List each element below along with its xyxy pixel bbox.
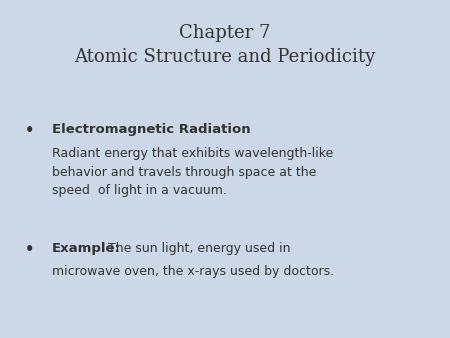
Text: Chapter 7
Atomic Structure and Periodicity: Chapter 7 Atomic Structure and Periodici… [74, 24, 376, 66]
Text: Electromagnetic Radiation: Electromagnetic Radiation [52, 123, 250, 136]
Text: Radiant energy that exhibits wavelength-like
behavior and travels through space : Radiant energy that exhibits wavelength-… [52, 147, 333, 197]
Text: microwave oven, the x-rays used by doctors.: microwave oven, the x-rays used by docto… [52, 265, 334, 278]
Text: •: • [25, 242, 34, 257]
Text: The sun light, energy used in: The sun light, energy used in [104, 242, 290, 255]
Text: •: • [25, 123, 34, 138]
Text: Example:: Example: [52, 242, 121, 255]
